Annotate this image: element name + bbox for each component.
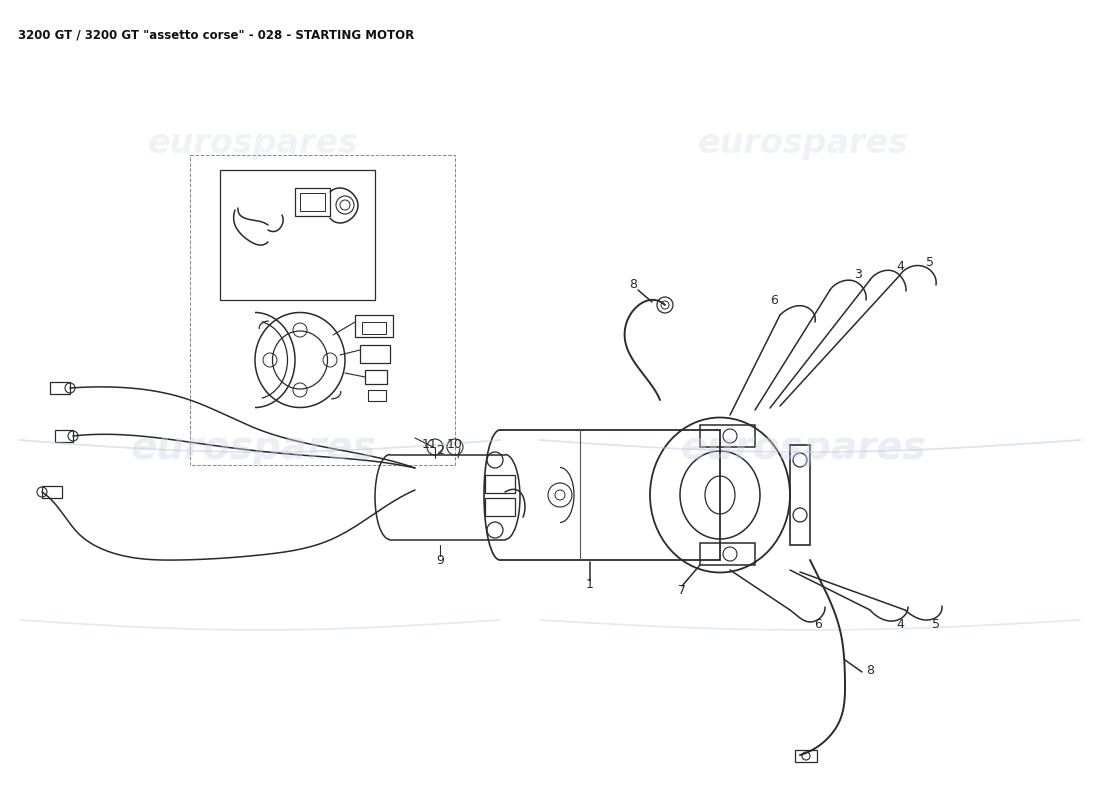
Text: 6: 6 — [814, 618, 822, 631]
Text: 11: 11 — [422, 438, 438, 451]
Text: 1: 1 — [586, 578, 594, 591]
Bar — [42, 486, 62, 498]
Text: 5: 5 — [926, 255, 934, 269]
Text: eurospares: eurospares — [680, 429, 926, 467]
Text: eurospares: eurospares — [697, 127, 909, 161]
Bar — [485, 498, 515, 516]
Text: 7: 7 — [678, 583, 686, 597]
Bar — [365, 370, 387, 384]
Text: 8: 8 — [629, 278, 637, 291]
Bar — [700, 543, 755, 565]
Text: eurospares: eurospares — [147, 127, 359, 161]
Text: 2: 2 — [436, 443, 444, 457]
Bar — [700, 425, 755, 447]
Bar — [190, 155, 455, 465]
Bar — [300, 193, 324, 211]
Bar — [355, 315, 393, 337]
Text: 6: 6 — [770, 294, 778, 306]
Bar — [368, 390, 386, 401]
Bar — [220, 170, 375, 300]
Text: 3: 3 — [854, 269, 862, 282]
Text: 8: 8 — [866, 663, 874, 677]
Bar — [55, 430, 73, 442]
Bar — [295, 188, 330, 216]
Text: 3200 GT / 3200 GT "assetto corse" - 028 - STARTING MOTOR: 3200 GT / 3200 GT "assetto corse" - 028 … — [18, 28, 415, 41]
Text: eurospares: eurospares — [130, 429, 376, 467]
Bar — [50, 382, 70, 394]
Bar — [362, 322, 386, 334]
Bar — [360, 345, 390, 363]
Bar — [790, 445, 810, 545]
Bar — [795, 750, 817, 762]
Text: 9: 9 — [436, 554, 444, 566]
Text: 4: 4 — [896, 618, 904, 631]
Text: 5: 5 — [932, 618, 940, 631]
Bar — [485, 475, 515, 493]
Text: 4: 4 — [896, 259, 904, 273]
Text: 10: 10 — [447, 438, 463, 451]
